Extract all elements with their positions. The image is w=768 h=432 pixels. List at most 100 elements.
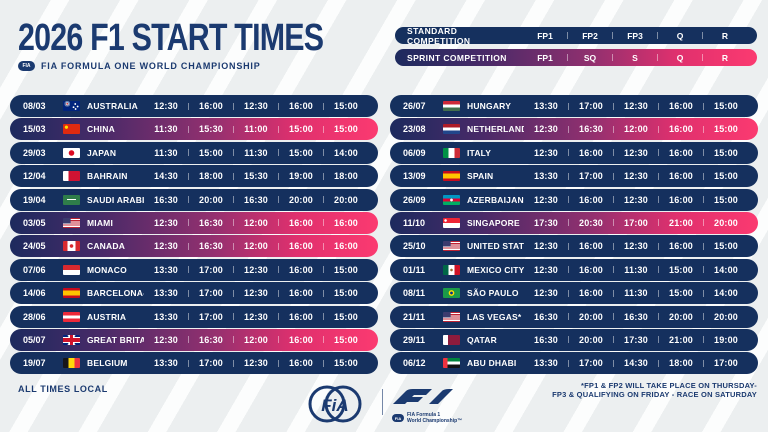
session-time: 12:30 <box>533 288 559 299</box>
race-row: 11/10 SINGAPORE 17:30 20:30 17:00 21:00 20:00 <box>390 211 758 234</box>
session-time: 12:30 <box>623 241 649 252</box>
race-name: MONACO <box>87 264 127 275</box>
separator <box>568 196 569 204</box>
separator <box>278 196 279 204</box>
session-time: 12:30 <box>243 101 269 111</box>
race-row: 26/07 HUNGARY 13:30 17:00 12:30 16:00 15:00 <box>390 95 758 117</box>
session-time: 15:00 <box>288 147 314 158</box>
race-name: AUSTRALIA <box>87 101 138 111</box>
session-time: 13:30 <box>533 101 559 111</box>
session-time: 15:00 <box>713 171 739 182</box>
session-time: 16:00 <box>578 241 604 252</box>
separator <box>233 196 234 204</box>
session-time: 16:30 <box>623 311 649 322</box>
session-column-label: Q <box>676 52 684 63</box>
separator <box>233 289 234 297</box>
session-times: 13:30 17:00 12:30 16:00 15:00 <box>144 312 368 322</box>
session-time: 16:00 <box>288 334 314 345</box>
session-time: 16:00 <box>668 241 694 252</box>
logo-divider <box>382 389 383 415</box>
session-time: 12:30 <box>533 147 559 158</box>
session-times: 12:30 16:00 12:30 16:00 15:00 <box>524 241 748 251</box>
session-time: 12:00 <box>243 217 269 228</box>
session-time: 16:00 <box>198 101 224 111</box>
separator <box>568 102 569 110</box>
fia-logo-icon: FiA <box>306 383 364 430</box>
header: 2026 F1 START TIMES FIA FIA FORMULA ONE … <box>18 19 400 71</box>
separator <box>278 172 279 180</box>
separator <box>657 32 658 39</box>
race-name: GREAT BRITAIN <box>87 334 144 345</box>
session-time: 12:30 <box>153 101 179 111</box>
session-time: 12:00 <box>243 241 269 252</box>
separator <box>278 313 279 321</box>
race-row: 25/10 UNITED STATES 12:30 16:00 12:30 16:00 15… <box>390 235 758 258</box>
spain-flag-icon <box>63 288 80 299</box>
svg-text:FiA: FiA <box>321 396 348 415</box>
session-times: 12:30 16:30 12:00 16:00 16:00 <box>144 241 368 251</box>
separator <box>568 289 569 297</box>
race-name: BAHRAIN <box>87 171 128 182</box>
session-times: 12:30 16:00 12:30 16:00 15:00 <box>524 148 748 158</box>
session-time: 16:30 <box>533 334 559 345</box>
separator <box>568 359 569 367</box>
session-times: 13:30 17:00 14:30 18:00 17:00 <box>524 358 748 368</box>
race-name: CANADA <box>87 241 126 252</box>
session-time: 17:00 <box>578 171 604 182</box>
race-name: MIAMI <box>87 217 114 228</box>
separator <box>613 289 614 297</box>
race-date: 06/09 <box>403 147 426 158</box>
session-time: 20:00 <box>578 334 604 345</box>
separator <box>658 219 659 227</box>
session-time: 20:00 <box>288 194 314 205</box>
race-date: 19/04 <box>23 194 46 205</box>
separator <box>278 336 279 344</box>
race-date: 01/11 <box>403 264 426 275</box>
separator <box>703 313 704 321</box>
session-time: 14:00 <box>713 288 739 299</box>
session-times: 12:30 16:00 12:30 16:00 15:00 <box>524 195 748 205</box>
legend-standard-row: STANDARD COMPETITION FP1 FP2 FP3 Q R <box>395 25 757 46</box>
session-column-label: R <box>721 52 729 63</box>
race-name: ABU DHABI <box>467 358 517 369</box>
session-time: 15:00 <box>713 124 739 135</box>
session-time: 15:00 <box>668 264 694 275</box>
separator <box>702 54 703 61</box>
session-time: 12:30 <box>153 334 179 345</box>
session-time: 19:00 <box>288 171 314 182</box>
footnote-line2: FP3 & QUALIFYING ON FRIDAY - RACE ON SAT… <box>552 390 757 399</box>
session-time: 12:30 <box>623 194 649 205</box>
separator <box>278 242 279 250</box>
separator <box>323 196 324 204</box>
race-name: ITALY <box>467 147 492 158</box>
separator <box>613 266 614 274</box>
session-time: 16:00 <box>333 241 359 252</box>
session-time: 15:00 <box>333 358 359 369</box>
session-time: 17:00 <box>198 311 224 322</box>
session-time: 15:00 <box>333 288 359 299</box>
australia-flag-icon <box>63 101 80 111</box>
separator <box>188 242 189 250</box>
separator <box>702 32 703 39</box>
race-row: 12/04 BAHRAIN 14:30 18:00 15:30 19:00 18:00 <box>10 165 378 188</box>
separator <box>703 172 704 180</box>
race-date: 11/10 <box>403 217 426 228</box>
separator <box>278 359 279 367</box>
session-time: 16:00 <box>288 101 314 111</box>
session-time: 13:30 <box>153 264 179 275</box>
separator <box>703 102 704 110</box>
session-time: 20:00 <box>713 311 739 322</box>
race-date: 28/06 <box>23 311 46 322</box>
legend-standard-label: STANDARD COMPETITION <box>407 25 471 46</box>
separator <box>658 125 659 133</box>
session-time: 15:00 <box>333 264 359 275</box>
separator <box>612 54 613 61</box>
session-time: 12:30 <box>533 264 559 275</box>
session-time: 16:30 <box>243 194 269 205</box>
separator <box>613 149 614 157</box>
session-time: 16:00 <box>288 241 314 252</box>
session-times: 13:30 17:00 12:30 16:00 15:00 <box>524 171 748 181</box>
race-name: SPAIN <box>467 171 494 182</box>
race-name: CHINA <box>87 124 115 135</box>
